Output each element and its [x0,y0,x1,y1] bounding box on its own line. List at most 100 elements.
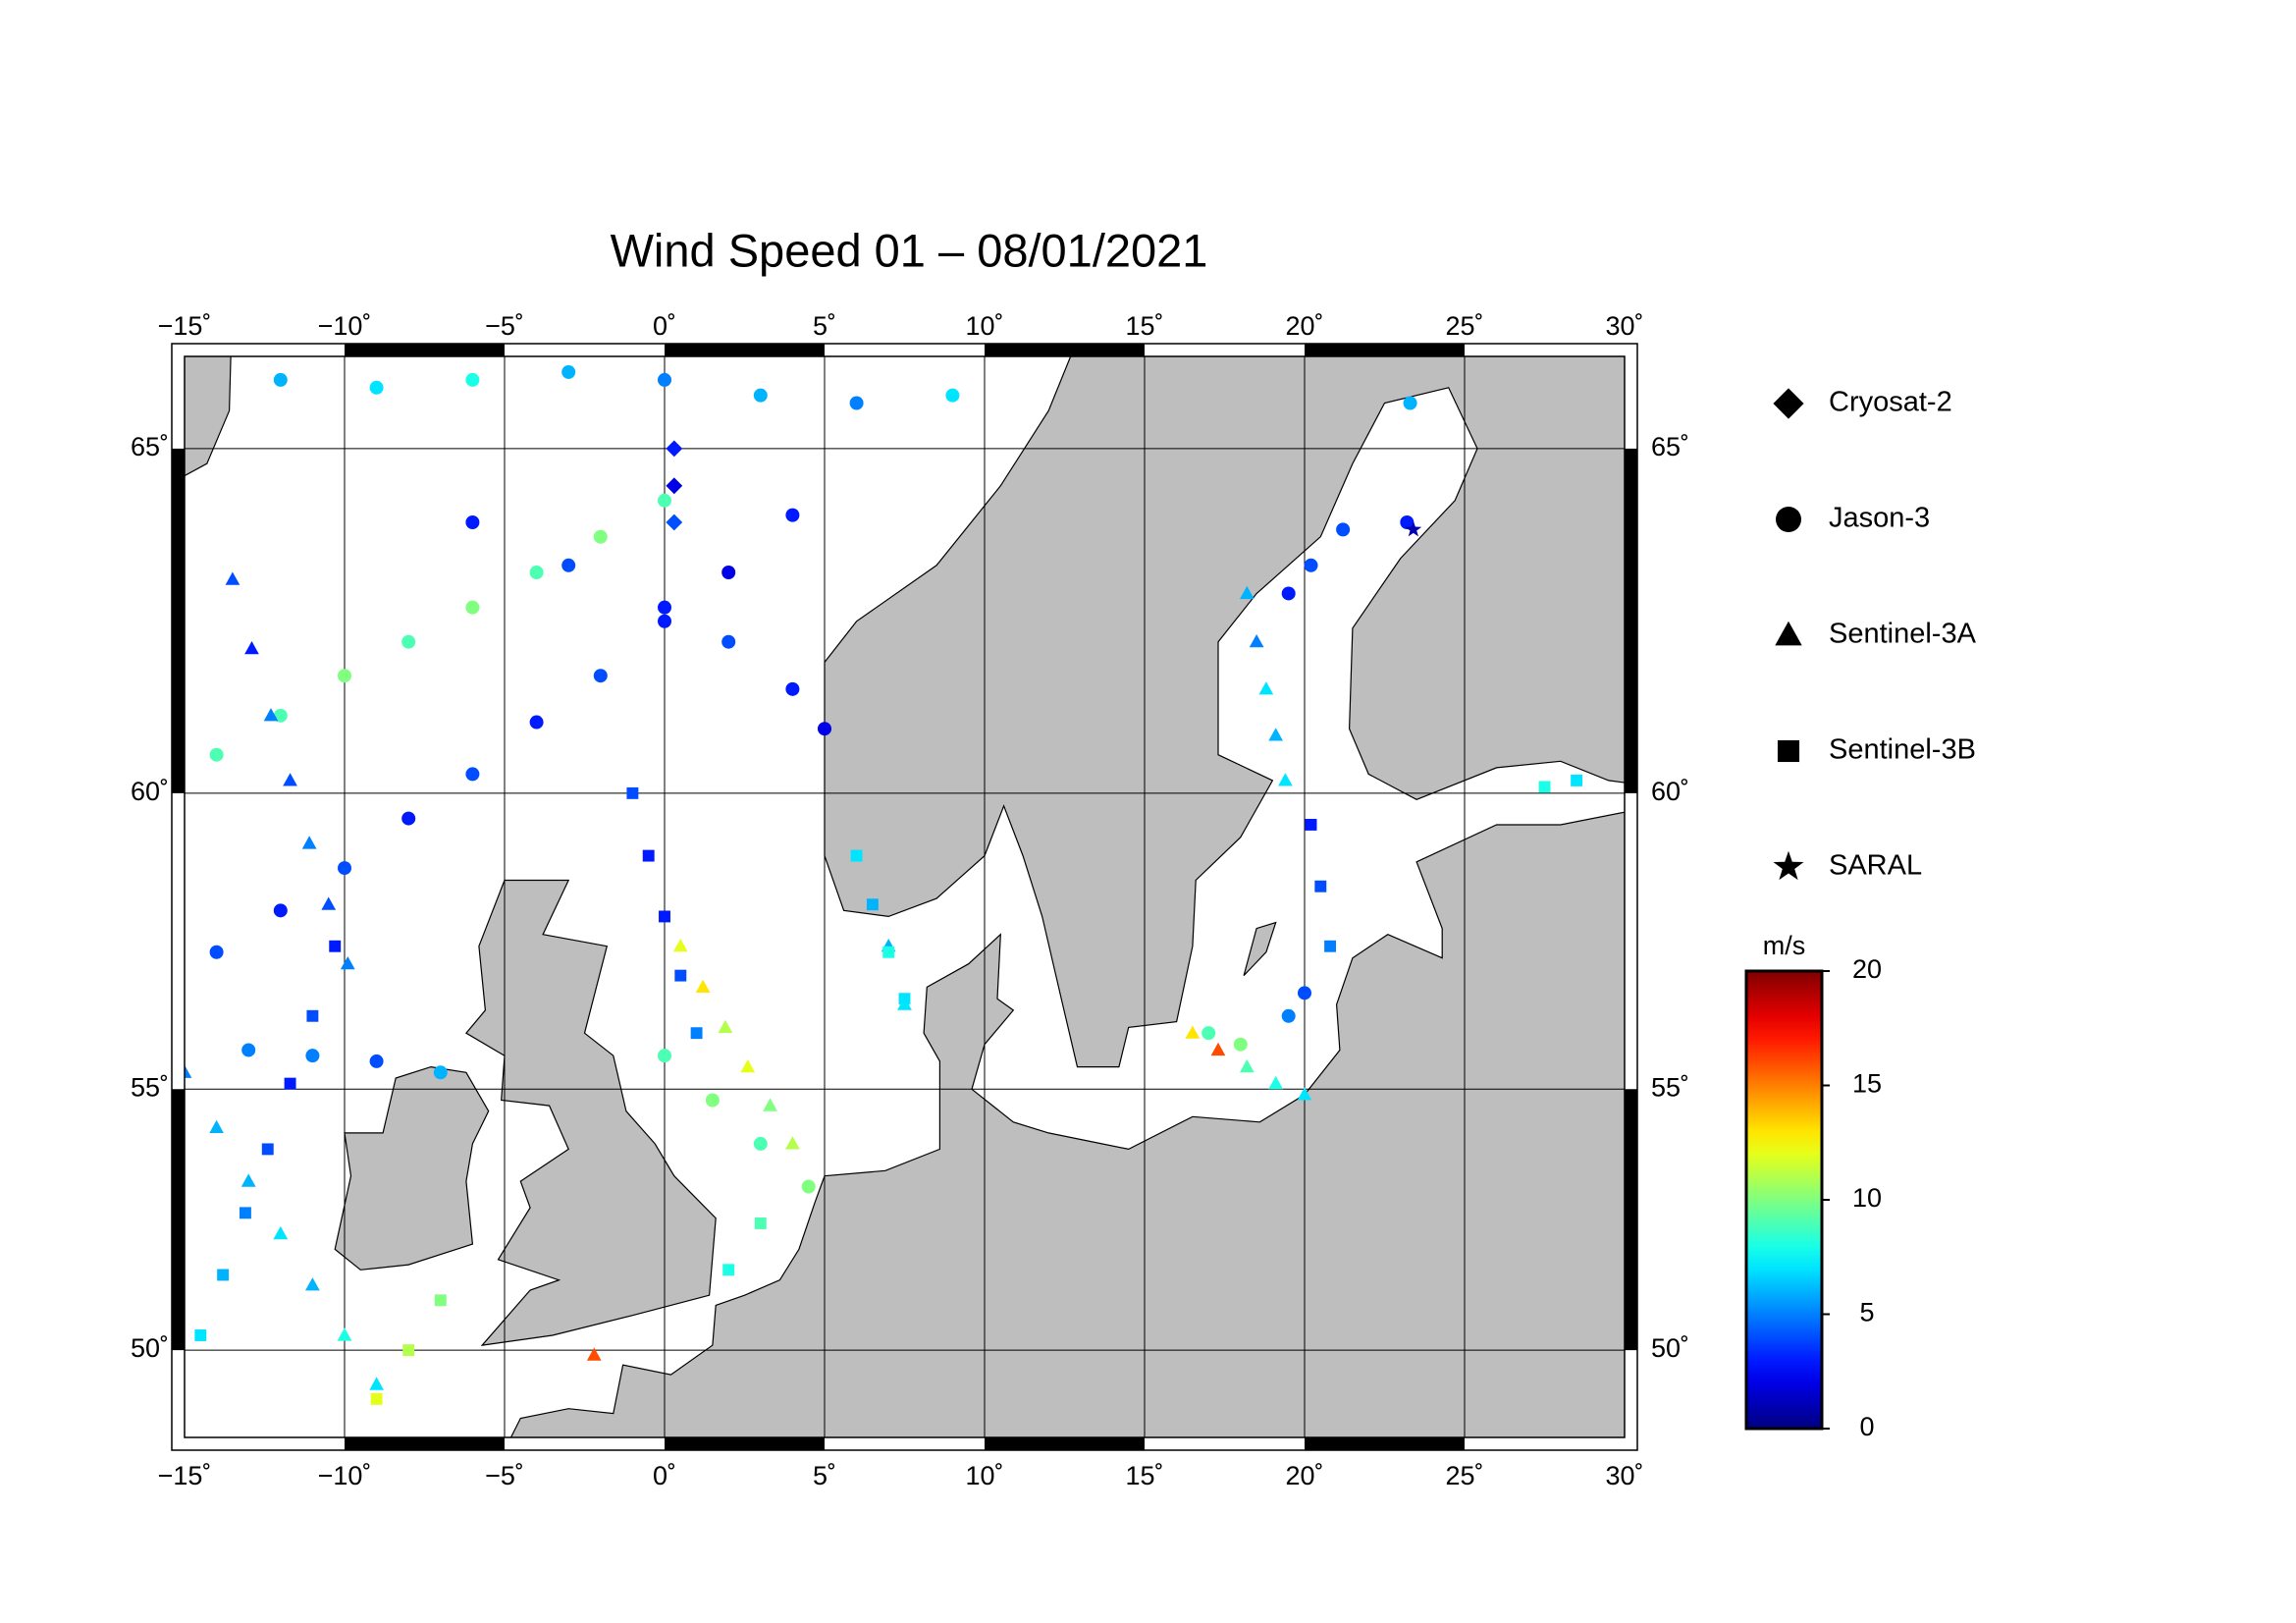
x-tick-label: −15˚ [158,311,212,341]
frame-bar [172,448,185,793]
data-point [658,614,671,628]
land-area [509,811,1625,1437]
data-point [306,1009,319,1022]
x-tick-label: 25˚ [1445,1461,1483,1490]
data-point [785,508,800,522]
data-point [1240,1058,1255,1073]
data-point [882,946,895,958]
data-point [1304,558,1318,572]
data-point [301,836,317,849]
legend-marker [1776,507,1801,532]
x-tick-label: −5˚ [485,311,524,341]
data-point [753,388,768,403]
data-point [754,1217,767,1229]
data-point [718,1019,733,1033]
x-tick-label: 5˚ [813,311,836,341]
data-point [721,565,736,579]
data-point [1268,1075,1283,1090]
data-point [329,940,342,952]
data-point [850,849,863,862]
data-point [338,669,351,683]
chart-title: Wind Speed 01 – 08/01/2021 [611,224,1208,276]
data-point [241,1043,256,1057]
data-point [273,903,288,918]
y-tick-label: 65˚ [131,432,169,461]
data-point [1324,940,1337,952]
data-point [626,786,639,799]
colorbar: m/s 0 5 10 15 20 [1744,931,1882,1441]
frame-bar [172,1089,185,1351]
data-point [690,1027,703,1040]
colorbar-tick-label: 20 [1852,954,1882,984]
data-point [1281,1008,1296,1023]
data-point [722,1264,735,1276]
data-point [666,440,683,458]
data-point [659,910,670,923]
data-point [945,388,960,403]
data-point [1336,522,1351,537]
data-point [1298,986,1311,1001]
frame-bar [1625,1089,1637,1351]
data-point [337,1327,352,1341]
data-point [239,1207,251,1219]
data-point [658,600,671,615]
y-tick-label: 60˚ [1651,777,1689,806]
data-point [465,372,480,387]
legend-label: Sentinel-3A [1829,619,1977,650]
data-point [666,514,683,531]
data-point [194,1329,207,1341]
data-point [1258,681,1274,695]
frame-bar [345,344,505,356]
data-point [801,1179,816,1194]
data-point [225,571,240,585]
x-tick-label: 15˚ [1125,311,1163,341]
data-point [753,1136,768,1151]
legend: Cryosat-2 Jason-3 Sentinel-3A Sentinel-3B SA… [1773,387,1977,882]
data-point [433,1065,448,1080]
data-point [273,1225,289,1240]
data-point [401,634,416,649]
colorbar-tick-label: 10 [1852,1183,1882,1213]
data-point [593,529,608,544]
colorbar-bar [1744,969,1824,1431]
x-tick-label: −10˚ [318,311,372,341]
data-point [763,1098,777,1111]
data-point [273,372,288,387]
data-point [561,558,576,572]
data-point [721,634,736,649]
frame-bar [665,344,825,356]
data-point [209,1119,224,1133]
data-point [1278,773,1293,786]
land-area [824,356,1625,1068]
legend-label: SARAL [1829,850,1922,882]
y-tick-label: 55˚ [1651,1072,1689,1102]
frame-bar [1625,448,1637,793]
data-point [1538,781,1551,793]
frame-inner [184,355,1626,1438]
data-point [586,1347,602,1361]
data-marks [185,364,1583,1405]
data-point [740,1058,756,1073]
frame-bar [1305,344,1465,356]
data-point [1185,1025,1201,1039]
frame-bar [985,1437,1145,1450]
frame [171,343,1638,1451]
data-point [1240,585,1255,600]
data-point [1268,728,1283,741]
frame-bar [665,1437,825,1450]
data-point [1210,1042,1226,1056]
data-point [705,1093,720,1108]
data-point [666,477,683,495]
land [185,356,1625,1437]
y-tick-label: 65˚ [1651,432,1689,461]
x-tick-label: 0˚ [653,1461,676,1490]
data-point [217,1269,230,1281]
x-tick-label: 20˚ [1285,311,1323,341]
x-tick-label: 20˚ [1285,1461,1323,1490]
legend-marker [1775,621,1802,646]
data-point [642,849,655,862]
data-point [1571,774,1583,786]
data-point [185,1064,192,1078]
legend-label: Jason-3 [1829,503,1930,534]
data-point [674,969,687,982]
